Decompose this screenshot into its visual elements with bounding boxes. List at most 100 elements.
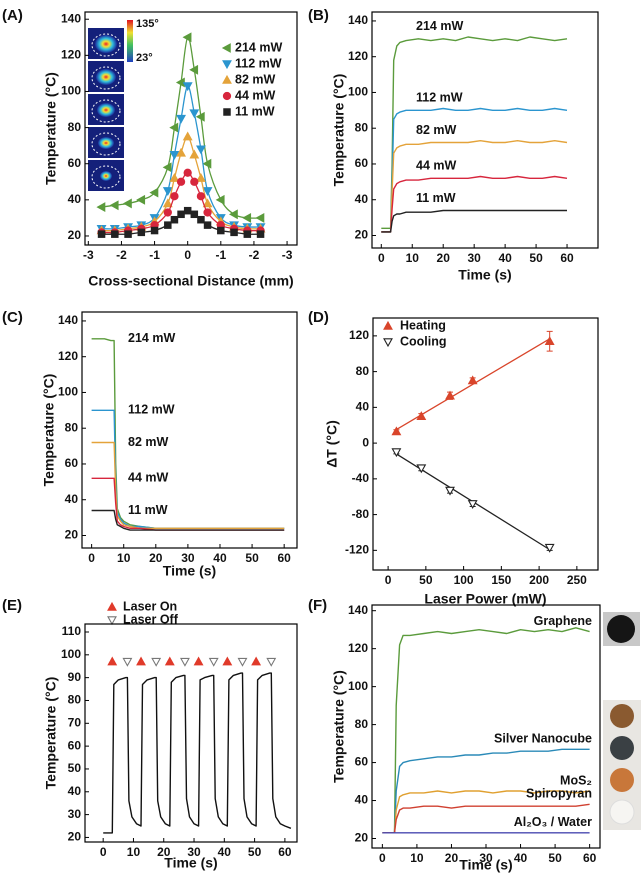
y-tick-label: 60 xyxy=(355,755,369,769)
data-point xyxy=(203,208,212,217)
data-point xyxy=(162,187,173,196)
x-tick-label: 0 xyxy=(100,845,107,859)
data-point xyxy=(149,187,159,198)
x-tick-label: 10 xyxy=(127,845,141,859)
y-tick-label: 40 xyxy=(68,192,82,206)
y-axis-title: Temperature (°C) xyxy=(43,677,59,790)
data-point xyxy=(544,336,555,345)
x-tick-label: 50 xyxy=(529,251,543,265)
data-point xyxy=(189,149,200,159)
legend-label: 44 mW xyxy=(235,88,275,102)
x-tick-label: 30 xyxy=(467,251,481,265)
x-axis-title: Time (s) xyxy=(458,267,511,283)
x-tick-label: -2 xyxy=(116,248,127,262)
series-line xyxy=(103,672,292,834)
legend-label: 214 mW xyxy=(235,40,282,54)
x-tick-label: 100 xyxy=(454,573,474,587)
data-point xyxy=(202,158,212,169)
data-point xyxy=(256,230,265,238)
legend-marker xyxy=(221,43,231,53)
data-point xyxy=(136,194,146,205)
data-point xyxy=(203,221,212,229)
data-point xyxy=(237,657,248,667)
series-line xyxy=(91,441,285,529)
legend-marker xyxy=(383,338,393,348)
data-point xyxy=(177,210,185,219)
legend-label: Silver Nanocube xyxy=(494,732,592,746)
data-point xyxy=(196,145,206,155)
y-tick-label: 90 xyxy=(68,670,82,684)
legend-label: Al₂O₃ / Water xyxy=(514,815,592,829)
y-tick-label: 100 xyxy=(348,85,368,99)
y-tick-label: 40 xyxy=(355,793,369,807)
series-line xyxy=(91,509,285,531)
data-point xyxy=(96,202,106,213)
x-tick-label: 20 xyxy=(149,551,163,565)
series-line xyxy=(91,477,285,531)
data-point xyxy=(170,192,179,201)
series-line xyxy=(381,175,568,233)
data-point xyxy=(266,657,277,667)
data-point xyxy=(391,448,402,458)
data-point xyxy=(391,426,402,436)
x-tick-label: 0 xyxy=(184,248,191,262)
legend-marker xyxy=(107,601,117,611)
legend-label: 112 mW xyxy=(416,91,463,105)
plot-frame xyxy=(371,11,599,249)
y-tick-label: 50 xyxy=(68,761,82,775)
y-tick-label: 140 xyxy=(348,603,368,617)
legend-marker xyxy=(222,74,232,84)
legend-label: 11 mW xyxy=(128,503,168,517)
data-point xyxy=(150,226,159,235)
legend-label: 11 mW xyxy=(235,104,275,118)
x-tick-label: 40 xyxy=(514,851,528,865)
x-tick-label: 0 xyxy=(88,551,95,565)
x-tick-label: 150 xyxy=(491,573,511,587)
plot-frame xyxy=(84,623,298,843)
data-point xyxy=(180,657,190,667)
data-point xyxy=(193,656,204,666)
series-line xyxy=(91,338,285,529)
data-point xyxy=(163,208,172,217)
data-point xyxy=(162,162,172,173)
x-tick-label: 40 xyxy=(498,251,512,265)
data-point xyxy=(151,657,162,667)
y-tick-label: 140 xyxy=(58,313,78,327)
x-tick-label: 60 xyxy=(560,251,574,265)
data-point xyxy=(183,206,192,215)
data-point xyxy=(195,111,205,122)
panel-label: (E) xyxy=(2,597,22,614)
y-tick-label: 20 xyxy=(68,228,82,242)
legend-label: 112 mW xyxy=(128,403,175,417)
data-point xyxy=(162,198,173,208)
x-axis-title: Laser Power (mW) xyxy=(424,591,546,607)
y-axis-title: Temperature (°C) xyxy=(41,374,57,487)
y-tick-label: -120 xyxy=(345,543,369,557)
x-tick-label: 30 xyxy=(479,851,493,865)
y-tick-label: 0 xyxy=(362,435,369,449)
data-point xyxy=(97,230,106,238)
fit-curve xyxy=(101,85,261,230)
data-point xyxy=(243,230,252,238)
x-tick-label: -1 xyxy=(149,248,160,262)
data-point xyxy=(183,168,192,177)
y-tick-label: 40 xyxy=(68,784,82,798)
data-point xyxy=(445,486,455,496)
legend-label: Laser Off xyxy=(123,612,179,626)
x-tick-label: 60 xyxy=(583,851,597,865)
data-point xyxy=(467,375,478,385)
data-point xyxy=(122,657,133,667)
y-tick-label: 60 xyxy=(68,738,82,752)
y-tick-label: 120 xyxy=(61,48,81,62)
y-axis-title: Temperature (°C) xyxy=(331,670,347,783)
plot-frame xyxy=(372,317,599,571)
y-tick-label: 100 xyxy=(61,647,81,661)
y-tick-label: 80 xyxy=(356,364,370,378)
y-tick-label: 80 xyxy=(68,120,82,134)
legend-label: 44 mW xyxy=(128,471,168,485)
data-point xyxy=(228,209,238,220)
x-tick-label: 10 xyxy=(410,851,424,865)
panel-label: (B) xyxy=(308,7,329,24)
data-point xyxy=(190,177,199,186)
data-point xyxy=(222,656,233,666)
